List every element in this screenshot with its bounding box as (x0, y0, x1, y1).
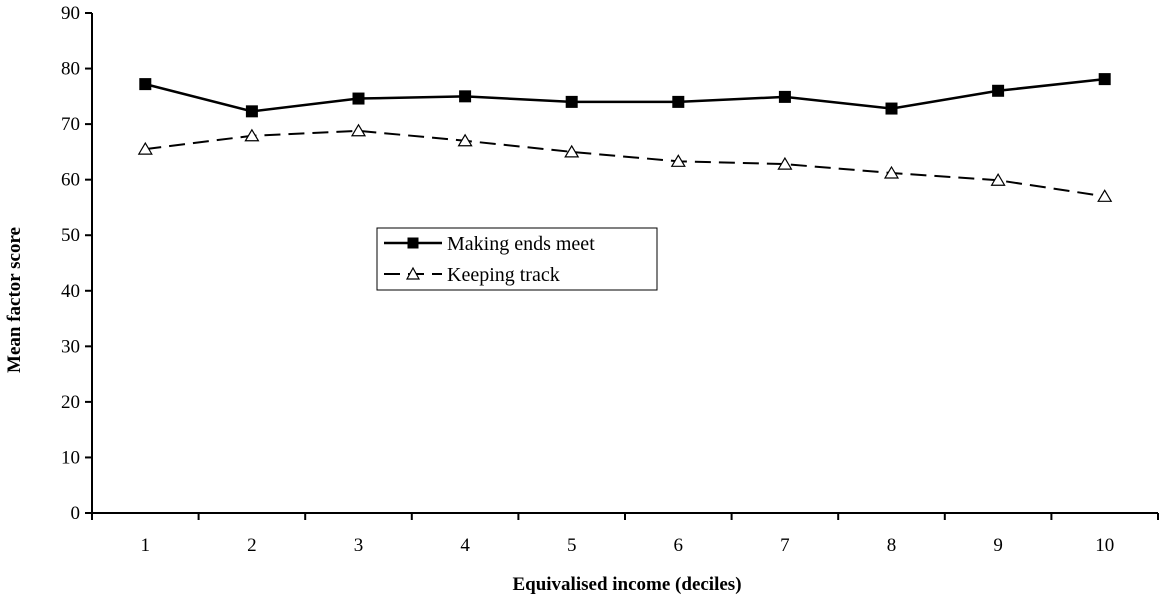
data-point-making-ends-meet (352, 92, 365, 105)
data-point-keeping-track (244, 128, 260, 142)
data-point-making-ends-meet (885, 102, 898, 115)
series-line-making-ends-meet (144, 77, 1105, 113)
y-tick-label: 20 (61, 392, 80, 413)
x-tick-label: 4 (460, 535, 470, 556)
y-tick-label: 30 (61, 336, 80, 357)
y-tick-label: 60 (61, 170, 80, 191)
x-axis-ticks: 1 2 3 4 5 6 7 8 9 10 (91, 513, 1159, 556)
data-point-making-ends-meet (672, 95, 685, 108)
legend-box (376, 227, 658, 291)
legend-label-making-ends-meet: Making ends meet (447, 233, 595, 255)
legend-marker-making-ends-meet (407, 237, 419, 249)
y-tick-label: 0 (71, 503, 81, 524)
y-tick-label: 40 (61, 281, 80, 302)
x-tick-label: 7 (780, 535, 790, 556)
x-tick-label: 2 (247, 535, 257, 556)
data-point-keeping-track (777, 156, 793, 170)
x-tick-label: 3 (354, 535, 364, 556)
x-tick-label: 6 (674, 535, 684, 556)
y-tick-label: 70 (61, 114, 80, 135)
x-tick-label: 10 (1095, 535, 1114, 556)
x-tick-label: 9 (993, 535, 1003, 556)
data-point-making-ends-meet (1098, 73, 1111, 86)
data-point-making-ends-meet (459, 90, 472, 103)
y-tick-label: 50 (61, 225, 80, 246)
data-point-making-ends-meet (565, 95, 578, 108)
data-point-keeping-track (670, 154, 686, 167)
data-point-keeping-track (457, 133, 473, 147)
x-tick-label: 1 (141, 535, 151, 556)
y-tick-label: 80 (61, 59, 80, 80)
series-layer (137, 73, 1113, 202)
data-point-making-ends-meet (992, 84, 1005, 97)
data-point-keeping-track (137, 141, 153, 155)
series-making-ends-meet (139, 73, 1111, 118)
x-tick-label: 5 (567, 535, 577, 556)
series-line-keeping-track (145, 129, 1105, 198)
y-tick-label: 10 (61, 447, 80, 468)
data-point-making-ends-meet (139, 78, 152, 91)
legend: Making ends meet Keeping track (376, 227, 658, 291)
legend-marker-keeping-track (405, 266, 421, 280)
data-point-making-ends-meet (245, 105, 258, 118)
legend-label-keeping-track: Keeping track (447, 264, 560, 286)
x-axis-title: Equivalised income (deciles) (512, 574, 741, 595)
x-tick-label: 8 (887, 535, 897, 556)
series-keeping-track (137, 123, 1113, 202)
data-point-keeping-track (350, 123, 367, 137)
data-point-making-ends-meet (778, 90, 791, 103)
data-point-keeping-track (564, 144, 580, 158)
data-point-keeping-track (1097, 189, 1113, 202)
data-point-keeping-track (883, 165, 900, 179)
y-tick-label: 90 (61, 3, 80, 24)
y-axis-title: Mean factor score (4, 227, 25, 373)
y-axis-ticks: 0 10 20 30 40 50 60 70 80 90 (61, 3, 92, 524)
data-point-keeping-track (990, 173, 1006, 186)
